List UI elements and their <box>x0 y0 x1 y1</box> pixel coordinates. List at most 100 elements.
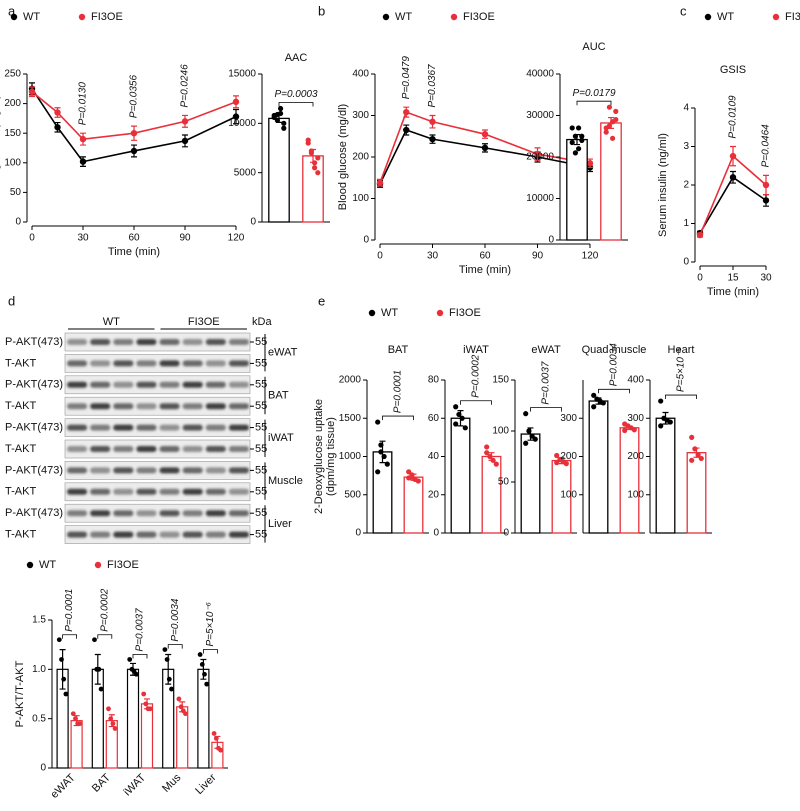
blot-band <box>205 446 226 452</box>
bar <box>619 427 640 534</box>
blot-band <box>182 510 203 517</box>
blot-band <box>90 403 111 410</box>
y-tick-label: 0.5 <box>32 713 46 724</box>
data-point <box>127 657 133 662</box>
y-tick-label: 0 <box>548 235 554 246</box>
bar <box>450 417 471 534</box>
data-point <box>600 400 606 406</box>
chart-title: iWAT <box>463 344 489 356</box>
data-point <box>569 125 575 131</box>
data-point <box>213 736 219 741</box>
data-point <box>692 446 698 452</box>
y-axis-label: Blood glucose (mg/dl) <box>337 104 349 210</box>
y-tick-label: 200 <box>560 451 577 462</box>
blot-band <box>182 339 203 345</box>
blot-band <box>205 339 226 345</box>
blot-band <box>90 531 111 538</box>
y-tick-label: 1000 <box>339 451 362 462</box>
blot-band <box>182 467 203 474</box>
data-point <box>197 652 203 657</box>
bar <box>655 417 676 534</box>
data-point <box>658 423 664 429</box>
blot-band <box>205 488 226 495</box>
chart-title: GSIS <box>720 64 746 76</box>
y-tick-label: 0 <box>503 528 509 539</box>
data-point <box>459 415 465 421</box>
data-point <box>70 711 76 717</box>
bar <box>70 720 83 769</box>
x-tick-label: eWAT <box>49 772 78 801</box>
data-point <box>576 146 582 152</box>
blot-row-label: T-AKT <box>5 400 36 412</box>
tissue-label: BAT <box>268 389 289 401</box>
data-point <box>631 427 637 433</box>
data-point <box>96 666 102 672</box>
data-point <box>523 440 529 446</box>
blot-band <box>113 510 134 517</box>
y-tick-label: 10000 <box>228 118 256 129</box>
series-line <box>31 88 237 163</box>
y-tick-label: 30000 <box>526 110 554 121</box>
blot-band <box>182 488 203 495</box>
data-point <box>554 452 560 459</box>
p-value: P=0.0002 <box>99 588 110 632</box>
blot-band <box>205 360 226 367</box>
significance-bracket <box>530 407 562 412</box>
blot-band <box>159 488 180 495</box>
blot-band <box>67 424 88 431</box>
y-tick-label: 100 <box>627 489 644 500</box>
significance-bracket <box>665 394 697 400</box>
data-point <box>576 125 582 131</box>
data-point <box>579 137 585 143</box>
kda-label: kDa <box>252 316 272 328</box>
data-point <box>462 425 468 431</box>
y-tick-label: 15000 <box>228 69 256 80</box>
y-tick-label: 300 <box>560 413 577 424</box>
p-value: P=0.0001 <box>393 370 404 413</box>
y-tick-label: 400 <box>352 69 369 80</box>
data-point <box>613 108 619 114</box>
significance-bracket <box>97 634 113 639</box>
series-line <box>31 91 237 140</box>
y-tick-label: 0 <box>15 217 21 228</box>
data-point <box>689 457 695 463</box>
x-tick-label: 60 <box>128 233 140 244</box>
blot-band <box>113 446 134 452</box>
data-point <box>108 716 114 722</box>
p-value: P=0.0130 <box>78 82 89 126</box>
data-point <box>381 453 387 460</box>
y-tick-label: 1 <box>683 218 689 229</box>
series-line <box>379 111 591 184</box>
data-point <box>92 637 97 643</box>
data-point <box>658 398 664 404</box>
data-point <box>281 125 287 131</box>
blot-band <box>228 381 249 388</box>
data-point <box>106 706 111 712</box>
x-tick-label: 30 <box>77 233 89 244</box>
data-point <box>429 135 436 143</box>
blot-band <box>136 510 157 517</box>
data-point <box>481 130 489 138</box>
blot-row-label: T-AKT <box>5 529 36 541</box>
data-point <box>622 427 628 434</box>
significance-bracket <box>132 654 148 659</box>
blot-band <box>228 403 249 410</box>
y-tick-label: 0 <box>355 528 361 539</box>
panel-label: c <box>680 3 687 18</box>
kda-value: 55 <box>255 464 267 476</box>
data-point <box>493 461 499 467</box>
data-point <box>610 135 616 141</box>
blot-band <box>90 424 111 431</box>
p-value: P=5×10⁻⁶ <box>205 602 216 646</box>
data-point <box>77 721 83 726</box>
data-point <box>147 706 153 712</box>
data-point <box>199 662 205 667</box>
blot-band <box>159 510 180 517</box>
data-point <box>183 711 188 717</box>
legend-marker <box>772 13 780 21</box>
y-tick-label: 150 <box>4 128 21 139</box>
chart-title: Heart <box>668 344 695 356</box>
error-bar <box>59 649 66 690</box>
y-tick-label: 5000 <box>234 167 257 178</box>
data-point <box>133 671 139 677</box>
